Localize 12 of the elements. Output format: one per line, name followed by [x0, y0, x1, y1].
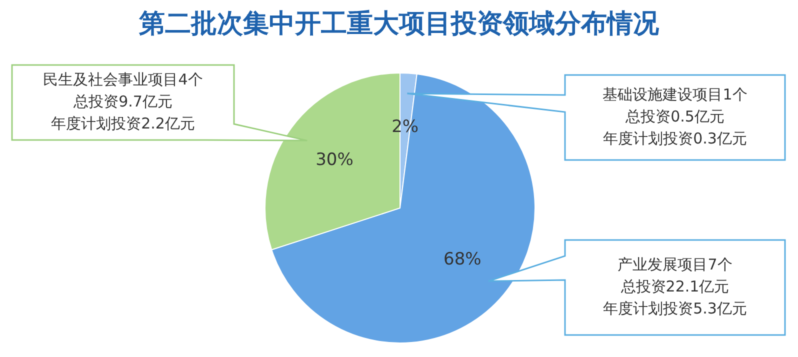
data-label: 68%	[444, 249, 482, 270]
data-label: 30%	[316, 150, 354, 170]
text: 年度计划投资5.3亿元	[603, 300, 747, 318]
chart-title: 第二批次集中开工重大项目投资领域分布情况	[138, 9, 660, 39]
text: 民生及社会事业项目4个	[43, 70, 203, 89]
text: 总投资22.1亿元	[620, 278, 730, 296]
text: 总投资9.7亿元	[72, 92, 172, 111]
text: 总投资0.5亿元	[624, 108, 724, 126]
text: 年度计划投资2.2亿元	[51, 114, 195, 133]
text: 年度计划投资0.3亿元	[603, 130, 747, 148]
text: 基础设施建设项目1个	[602, 86, 748, 104]
text: 产业发展项目7个	[618, 256, 732, 274]
